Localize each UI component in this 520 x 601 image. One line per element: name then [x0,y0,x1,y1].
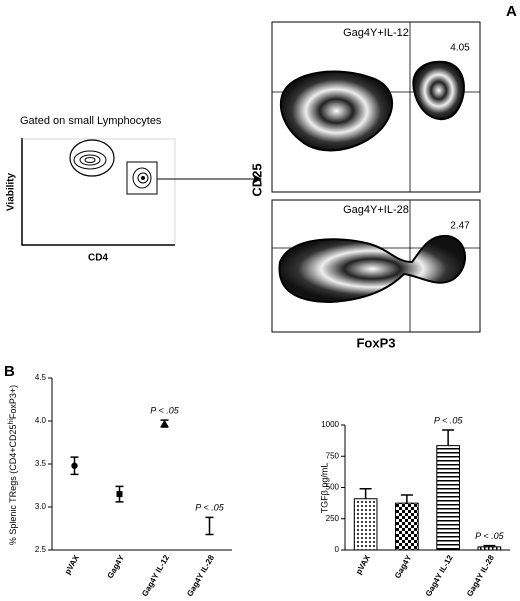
y-tick-label: 2.5 [35,545,47,554]
annotation: P < .05 [434,415,463,425]
y-tick-label: 1000 [321,420,339,429]
facs-percent: 4.05 [450,43,470,54]
bar [395,502,419,551]
y-tick-label: 4.5 [35,373,47,382]
y-tick-label: 0 [335,545,340,554]
y-tick-label: 500 [326,483,340,492]
x-tick-label: Gag4Y IL-28 [465,553,496,598]
error-bar [400,494,413,504]
y-tick-label: 250 [326,514,340,523]
error-bar [483,544,496,547]
x-tick-label: Gag4Y IL-12 [424,553,455,598]
marker [71,462,78,469]
panel-label: A [506,3,517,20]
gate-title: Gated on small Lymphocytes [20,115,162,127]
y-label-part: % Splenic TRegs (CD4+CD25 [8,425,18,546]
y-label-part: hi [8,419,15,425]
error-bar [359,488,372,499]
bar [353,498,378,551]
facs-percent: 2.47 [450,221,470,232]
annotation: P < .05 [475,531,504,541]
bar [436,445,460,551]
x-tick-label: pVAX [354,553,372,576]
x-tick-label: Gag4Y IL-28 [185,553,216,598]
y-tick-label: 750 [326,451,340,460]
gate-plot [21,138,262,246]
annotation: P < .05 [195,503,224,513]
y-tick-label: 3.0 [35,502,47,511]
y-axis-label: CD25 [249,163,264,196]
gate-x-label: CD4 [88,253,108,264]
x-tick-label: pVAX [63,553,81,576]
x-tick-label: Gag4Y [106,553,127,580]
bar [477,546,502,551]
facs-title: Gag4Y+IL-28 [343,204,409,216]
y-axis-label: % Splenic TRegs (CD4+CD25hiFoxP3+) [8,385,19,545]
x-tick-label: Gag4Y [393,553,414,580]
marker [116,491,123,498]
gate-y-label: Viability [6,172,17,211]
y-tick-label: 3.5 [35,459,47,468]
y-tick-label: 4.0 [35,416,47,425]
panel-label: B [4,363,15,380]
error-bar [442,429,455,446]
marker [160,419,169,427]
x-axis-label: FoxP3 [356,335,395,350]
x-tick-label: Gag4Y IL-12 [140,553,171,598]
y-axis-label: TGFβ pg/mL [319,463,329,514]
y-label-part: FoxP3+) [8,385,18,419]
facs-plot [271,21,481,193]
error-bar [205,516,214,536]
facs-plot [271,199,481,333]
facs-title: Gag4Y+IL-12 [343,27,409,39]
annotation: P < .05 [150,406,179,416]
